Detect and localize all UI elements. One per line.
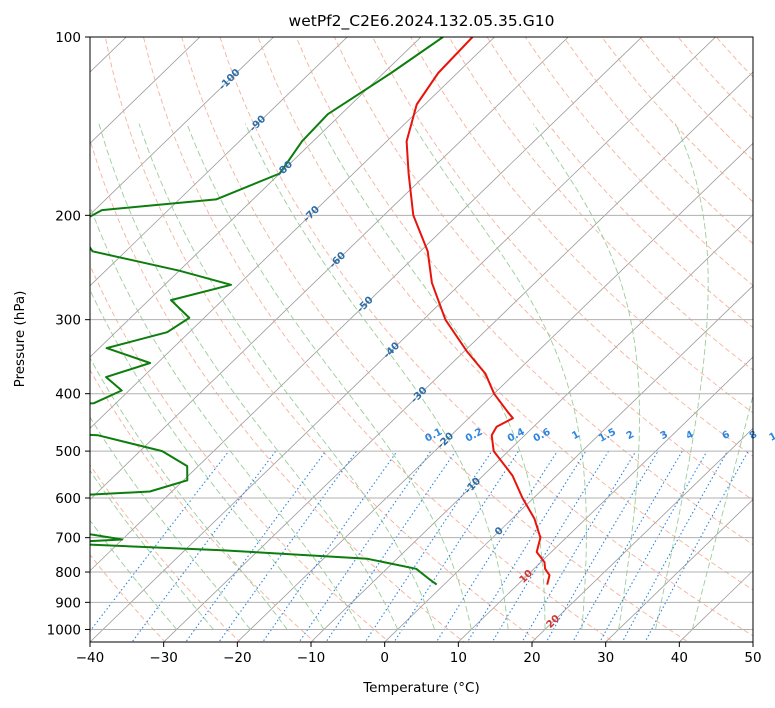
plot-frame — [89, 36, 754, 643]
mixing-ratio-label: 6 — [721, 429, 732, 442]
moist-adiabat-line — [411, 123, 587, 630]
isotherm-line — [90, 37, 348, 287]
x-tick-label: −30 — [149, 650, 178, 666]
moist-adiabat-line — [244, 123, 509, 630]
x-tick-label: 0 — [380, 650, 389, 666]
dry-adiabat-line — [143, 37, 615, 642]
x-tick-label: 20 — [523, 650, 540, 666]
y-tick-label: 100 — [55, 30, 81, 46]
mixing-ratio-label: 1 — [570, 429, 581, 442]
isotherm-line — [605, 498, 753, 642]
pressure-gridlines — [90, 37, 753, 630]
dry-adiabat-line — [333, 37, 753, 501]
isotherm-line — [90, 37, 422, 358]
isotherm-line — [90, 37, 201, 144]
mixing-ratio-label: 10 — [768, 428, 775, 444]
moist-adiabat-line — [90, 289, 325, 630]
y-axis-label: Pressure (hPa) — [12, 291, 28, 388]
moist-adiabat-line — [98, 123, 399, 630]
mixing-ratio-label: 2 — [625, 429, 636, 442]
x-tick-label: 50 — [744, 650, 761, 666]
x-axis-ticks: −40 −30 −20 −10 0 10 20 30 40 50 — [76, 642, 762, 666]
x-tick-label: 10 — [450, 650, 467, 666]
y-tick-label: 200 — [55, 208, 81, 224]
isotherm-line — [163, 71, 753, 642]
x-axis-label: Temperature (°C) — [362, 680, 480, 696]
y-tick-label: 500 — [55, 444, 81, 460]
chart-title: wetPf2_C2E6.2024.132.05.35.G10 — [289, 12, 555, 31]
isotherm-line — [90, 37, 495, 429]
y-tick-label: 600 — [55, 491, 81, 507]
y-axis-ticks: 100 200 300 400 500 600 700 800 900 1000 — [47, 30, 90, 638]
y-tick-label: 300 — [55, 313, 81, 329]
dry-adiabat-line — [754, 37, 775, 654]
y-tick-label: 400 — [55, 387, 81, 403]
moist-adiabat-line — [655, 123, 709, 630]
isotherm-line — [236, 142, 753, 642]
plot-background — [90, 37, 753, 642]
isotherm-line — [90, 37, 274, 216]
isotherm-line — [531, 427, 753, 642]
moist-adiabat-line — [90, 469, 214, 630]
isotherm-line — [90, 37, 643, 572]
moist-adiabat-line — [90, 205, 362, 630]
mixing-ratio-label: 3 — [659, 429, 670, 442]
dry-adiabat-line — [90, 553, 166, 642]
moist-adiabat-line — [138, 123, 435, 630]
isotherm-line — [310, 213, 753, 642]
x-tick-label: 40 — [671, 650, 688, 666]
dry-adiabat-line — [181, 37, 690, 642]
isotherm-line — [457, 356, 753, 642]
isotherm-line — [90, 37, 716, 642]
isotherm-line — [90, 37, 569, 501]
x-tick-label: −10 — [297, 650, 326, 666]
temperature-profile-line — [405, 37, 551, 585]
x-tick-label: −20 — [223, 650, 252, 666]
isotherm-line — [384, 285, 753, 642]
dry-adiabat-line — [486, 37, 753, 329]
moist-adiabat-line — [532, 123, 640, 630]
x-tick-label: 30 — [597, 650, 614, 666]
mixing-ratio-label: 4 — [684, 429, 695, 442]
dewpoint-profile-line — [90, 37, 444, 586]
moist-adiabat-line — [186, 123, 472, 630]
y-tick-label: 1000 — [47, 622, 81, 638]
x-tick-label: −40 — [76, 650, 105, 666]
y-tick-label: 900 — [55, 595, 81, 611]
sounding-profiles — [90, 37, 551, 586]
y-tick-label: 800 — [55, 565, 81, 581]
moist-adiabat-line — [318, 123, 546, 630]
y-tick-label: 700 — [55, 531, 81, 547]
moist-adiabat-line — [90, 416, 251, 630]
dry-adiabat-line — [410, 37, 753, 414]
